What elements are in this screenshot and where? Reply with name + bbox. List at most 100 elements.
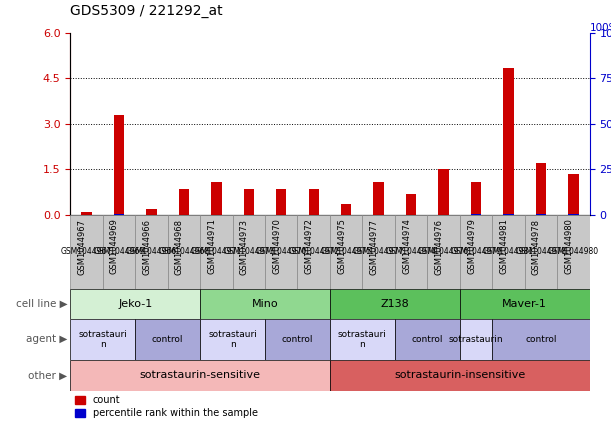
Text: control: control: [525, 335, 557, 344]
Text: agent ▶: agent ▶: [26, 335, 67, 344]
Bar: [135, 215, 167, 289]
Text: GSM1044970: GSM1044970: [273, 219, 281, 275]
Bar: [492, 215, 525, 289]
Bar: [70, 360, 330, 391]
Text: GSM1044981: GSM1044981: [483, 247, 534, 256]
Text: GSM1044967: GSM1044967: [78, 219, 87, 275]
Bar: [503, 214, 514, 215]
Bar: [373, 181, 384, 215]
Bar: [557, 215, 590, 289]
Bar: [536, 214, 546, 215]
Text: cell line ▶: cell line ▶: [16, 299, 67, 309]
Text: GSM1044971: GSM1044971: [191, 247, 242, 256]
Text: control: control: [152, 335, 183, 344]
Text: sotrastaurin-insensitive: sotrastaurin-insensitive: [394, 371, 525, 380]
Text: GSM1044971: GSM1044971: [207, 219, 216, 275]
Bar: [362, 215, 395, 289]
Text: control: control: [412, 335, 443, 344]
Bar: [395, 215, 427, 289]
Bar: [395, 319, 459, 360]
Text: GDS5309 / 221292_at: GDS5309 / 221292_at: [70, 4, 223, 18]
Text: GSM1044966: GSM1044966: [126, 247, 177, 256]
Bar: [81, 212, 92, 215]
Text: GSM1044973: GSM1044973: [223, 247, 274, 256]
Text: GSM1044978: GSM1044978: [532, 219, 541, 275]
Text: 100%: 100%: [590, 23, 611, 33]
Bar: [330, 319, 395, 360]
Text: GSM1044973: GSM1044973: [240, 219, 249, 275]
Bar: [330, 360, 590, 391]
Text: GSM1044976: GSM1044976: [418, 247, 469, 256]
Text: GSM1044968: GSM1044968: [158, 247, 210, 256]
Bar: [492, 319, 590, 360]
Text: sotrastaurin-sensitive: sotrastaurin-sensitive: [139, 371, 261, 380]
Bar: [471, 181, 481, 215]
Text: GSM1044974: GSM1044974: [402, 219, 411, 275]
Bar: [406, 194, 416, 215]
Text: GSM1044977: GSM1044977: [370, 219, 379, 275]
Bar: [146, 209, 156, 215]
Bar: [536, 163, 546, 215]
Bar: [70, 215, 103, 289]
Text: Z138: Z138: [381, 299, 409, 309]
Text: sotrastauri
n: sotrastauri n: [78, 330, 127, 349]
Bar: [460, 289, 590, 319]
Text: Mino: Mino: [252, 299, 279, 309]
Text: GSM1044968: GSM1044968: [175, 219, 184, 275]
Bar: [427, 215, 460, 289]
Bar: [200, 289, 330, 319]
Text: GSM1044966: GSM1044966: [142, 219, 152, 275]
Bar: [233, 215, 265, 289]
Bar: [330, 289, 460, 319]
Text: GSM1044970: GSM1044970: [255, 247, 307, 256]
Bar: [114, 214, 124, 215]
Bar: [298, 215, 330, 289]
Bar: [70, 289, 200, 319]
Text: GSM1044975: GSM1044975: [321, 247, 372, 256]
Bar: [265, 319, 330, 360]
Text: Jeko-1: Jeko-1: [118, 299, 152, 309]
Bar: [503, 68, 514, 215]
Bar: [200, 215, 233, 289]
Bar: [460, 319, 492, 360]
Bar: [103, 215, 135, 289]
Text: GSM1044980: GSM1044980: [548, 247, 599, 256]
Text: GSM1044969: GSM1044969: [93, 247, 145, 256]
Text: GSM1044979: GSM1044979: [450, 247, 502, 256]
Text: GSM1044979: GSM1044979: [467, 219, 476, 275]
Text: Maver-1: Maver-1: [502, 299, 547, 309]
Bar: [460, 215, 492, 289]
Text: GSM1044980: GSM1044980: [565, 219, 573, 275]
Text: other ▶: other ▶: [28, 371, 67, 380]
Bar: [178, 189, 189, 215]
Bar: [341, 204, 351, 215]
Bar: [438, 170, 448, 215]
Legend: count, percentile rank within the sample: count, percentile rank within the sample: [75, 395, 258, 418]
Text: GSM1044981: GSM1044981: [499, 219, 508, 275]
Bar: [309, 189, 319, 215]
Bar: [471, 214, 481, 215]
Bar: [276, 189, 287, 215]
Text: sotrastaurin: sotrastaurin: [448, 335, 503, 344]
Text: GSM1044972: GSM1044972: [288, 247, 339, 256]
Bar: [70, 319, 135, 360]
Text: GSM1044977: GSM1044977: [353, 247, 404, 256]
Bar: [244, 189, 254, 215]
Bar: [167, 215, 200, 289]
Text: GSM1044969: GSM1044969: [110, 219, 119, 275]
Text: sotrastauri
n: sotrastauri n: [208, 330, 257, 349]
Bar: [200, 319, 265, 360]
Text: control: control: [282, 335, 313, 344]
Text: GSM1044975: GSM1044975: [337, 219, 346, 275]
Bar: [114, 115, 124, 215]
Text: GSM1044967: GSM1044967: [61, 247, 112, 256]
Text: GSM1044978: GSM1044978: [515, 247, 566, 256]
Bar: [330, 215, 362, 289]
Text: sotrastauri
n: sotrastauri n: [338, 330, 387, 349]
Bar: [135, 319, 200, 360]
Text: GSM1044976: GSM1044976: [434, 219, 444, 275]
Bar: [568, 174, 579, 215]
Bar: [525, 215, 557, 289]
Bar: [211, 181, 222, 215]
Bar: [265, 215, 298, 289]
